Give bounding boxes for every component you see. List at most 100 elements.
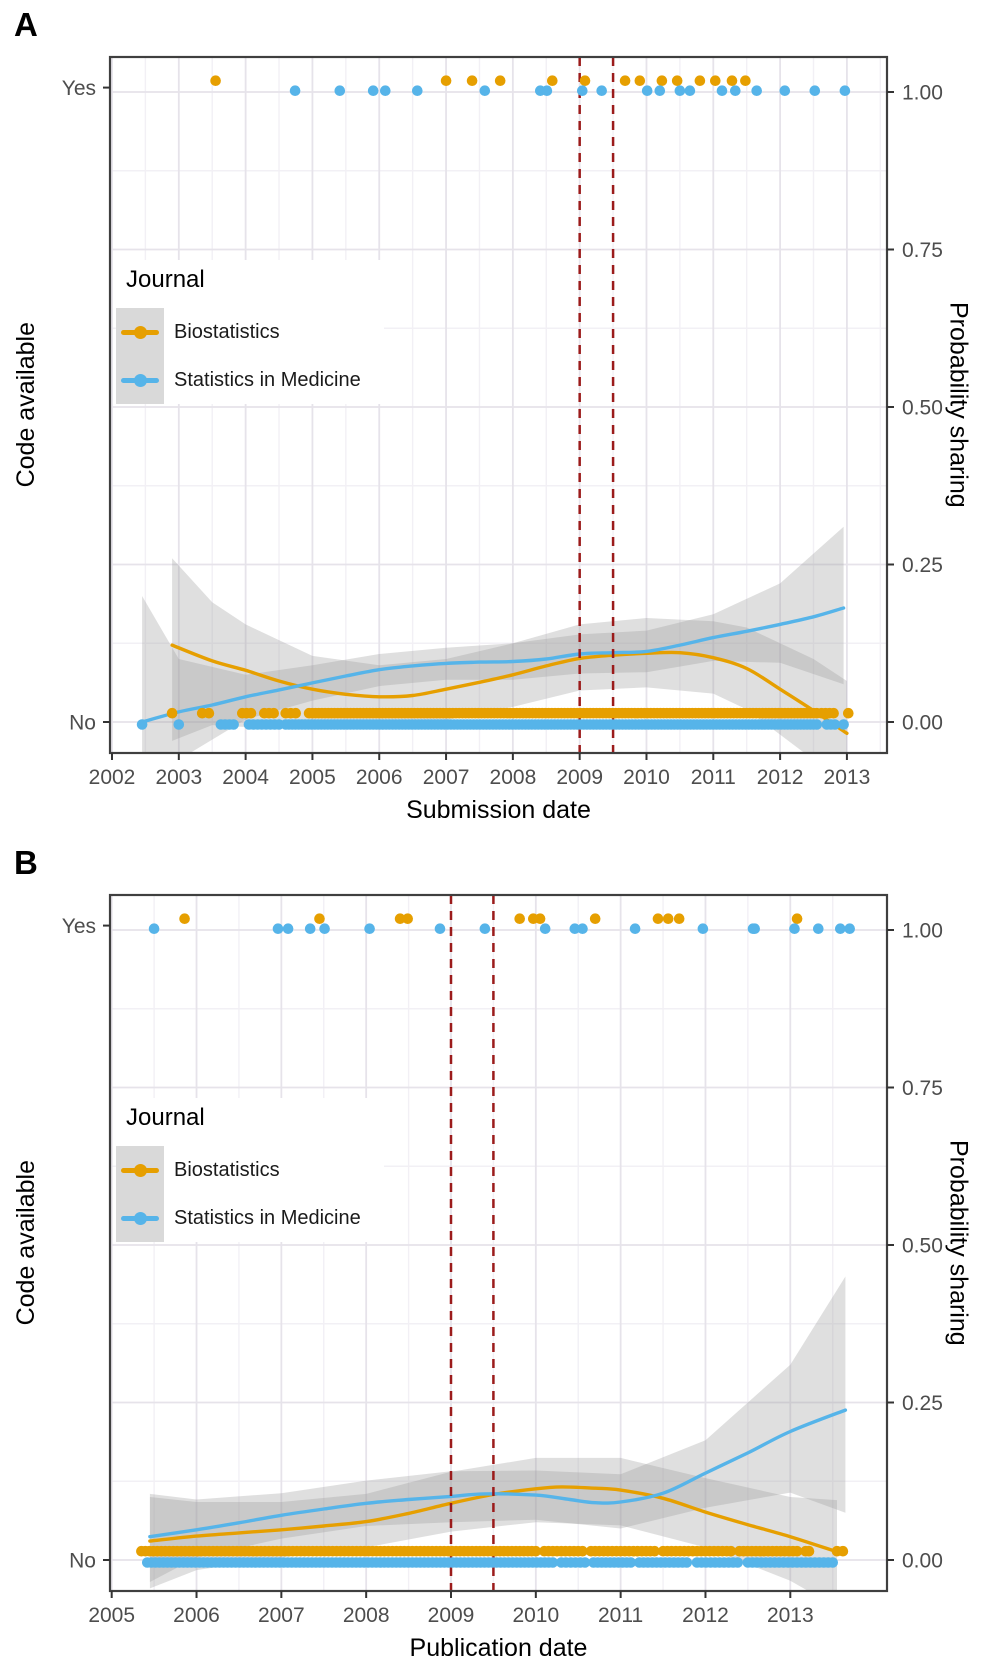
legend-item-statistics-in-medicine: Statistics in Medicine xyxy=(116,356,384,404)
data-point xyxy=(809,85,821,96)
data-point xyxy=(577,85,588,96)
data-point xyxy=(272,923,284,934)
data-point xyxy=(577,923,588,934)
panel-b-x-axis-label: Publication date xyxy=(409,1634,588,1662)
legend-item-statistics-in-medicine: Statistics in Medicine xyxy=(116,1194,384,1242)
y-right-tick-label: 0.50 xyxy=(902,1235,943,1258)
legend-label: Biostatistics xyxy=(174,1158,280,1181)
x-tick-label: 2010 xyxy=(512,1604,559,1627)
data-point xyxy=(210,75,221,86)
x-tick-label: 2012 xyxy=(757,766,804,789)
legend-item-biostatistics: Biostatistics xyxy=(116,308,384,356)
smooth-line-statistics_in_medicine xyxy=(148,1408,848,1539)
data-point xyxy=(843,707,854,719)
data-point xyxy=(791,1545,803,1557)
data-point xyxy=(726,75,738,86)
ribbon-statistics_in_medicine xyxy=(149,1276,846,1582)
data-point xyxy=(674,85,686,96)
x-tick-label: 2009 xyxy=(556,766,603,789)
data-point xyxy=(402,913,414,924)
smooth-line-statistics_in_medicine xyxy=(140,606,846,724)
data-point xyxy=(179,913,190,924)
panel-b-right-axis-label-wrap: Probability sharing xyxy=(940,895,976,1591)
data-point xyxy=(547,1557,559,1568)
data-point xyxy=(289,85,301,96)
panel-a-letter: A xyxy=(14,6,38,43)
legend-item-biostatistics: Biostatistics xyxy=(116,1146,384,1194)
panel-a-y-axis-label-wrap: Code available xyxy=(8,57,44,753)
panel-b-legend: Journal Biostatistics Statistics in Medi… xyxy=(116,1098,384,1242)
data-point xyxy=(539,923,551,934)
data-point xyxy=(629,923,641,934)
data-point xyxy=(649,1545,660,1557)
data-point xyxy=(148,923,160,934)
x-tick-label: 2013 xyxy=(767,1604,814,1627)
data-point xyxy=(364,923,375,934)
data-point xyxy=(596,85,607,96)
data-point xyxy=(844,923,855,934)
data-point xyxy=(811,719,823,730)
x-tick-label: 2012 xyxy=(682,1604,729,1627)
axis-tick-labels: 2005 2006 2007 2008 2009 2010 2011 2012 2013 Yes N… xyxy=(62,915,943,1627)
data-point xyxy=(740,75,751,86)
axis-ticks xyxy=(103,924,894,1598)
scatter-points-biostatistics xyxy=(166,75,854,719)
panel-a-right-axis-label: Probability sharing xyxy=(944,302,973,508)
x-tick-label: 2011 xyxy=(691,766,736,789)
data-point xyxy=(534,913,546,924)
data-point xyxy=(136,719,148,730)
data-point xyxy=(839,85,851,96)
y-left-tick-label: No xyxy=(69,712,96,735)
axis-ticks xyxy=(103,86,894,760)
data-point xyxy=(656,75,668,86)
data-point xyxy=(829,719,841,730)
biostatistics-point-swatch xyxy=(133,325,147,339)
x-tick-label: 2008 xyxy=(343,1604,390,1627)
data-point xyxy=(710,75,721,86)
legend-key-biostatistics xyxy=(116,1146,164,1194)
x-tick-label: 2009 xyxy=(428,1604,475,1627)
data-point xyxy=(732,1557,743,1568)
data-point xyxy=(652,913,664,924)
data-point xyxy=(479,923,491,934)
y-left-tick-label: No xyxy=(69,1550,96,1573)
y-right-tick-label: 1.00 xyxy=(902,920,943,943)
data-point xyxy=(569,923,581,934)
data-point xyxy=(203,707,215,719)
ribbon-biostatistics xyxy=(172,558,847,753)
data-point xyxy=(730,85,741,96)
data-point xyxy=(838,719,849,730)
panel-b-y-axis-label: Code available xyxy=(11,1160,40,1326)
data-point xyxy=(619,75,631,86)
legend-label: Biostatistics xyxy=(174,320,280,343)
data-point xyxy=(514,913,525,924)
y-right-tick-label: 0.00 xyxy=(902,712,943,735)
data-point xyxy=(835,923,846,934)
confidence-ribbons xyxy=(142,526,847,753)
panel-border xyxy=(108,55,889,755)
data-point xyxy=(673,913,685,924)
x-tick-label: 2006 xyxy=(356,766,403,789)
legend-label: Statistics in Medicine xyxy=(174,368,361,391)
data-point xyxy=(725,1545,737,1557)
legend-key-statistics-in-medicine xyxy=(116,1194,164,1242)
data-point xyxy=(694,75,706,86)
smooth-lines xyxy=(148,1408,848,1554)
data-point xyxy=(304,923,316,934)
y-right-tick-label: 0.25 xyxy=(902,554,943,577)
data-point xyxy=(173,719,185,730)
x-tick-label: 2013 xyxy=(824,766,871,789)
data-point xyxy=(751,85,762,96)
data-point xyxy=(625,1557,637,1568)
data-point xyxy=(282,923,294,934)
data-point xyxy=(577,1545,588,1557)
legend-key-biostatistics xyxy=(116,308,164,356)
panel-a-legend: Journal Biostatistics Statistics in Medi… xyxy=(116,260,384,404)
data-point xyxy=(314,913,325,924)
y-right-tick-label: 0.75 xyxy=(902,239,943,262)
data-point xyxy=(671,75,683,86)
panel-b-right-axis-label: Probability sharing xyxy=(944,1140,973,1346)
data-point xyxy=(828,707,839,719)
x-tick-label: 2005 xyxy=(289,766,336,789)
